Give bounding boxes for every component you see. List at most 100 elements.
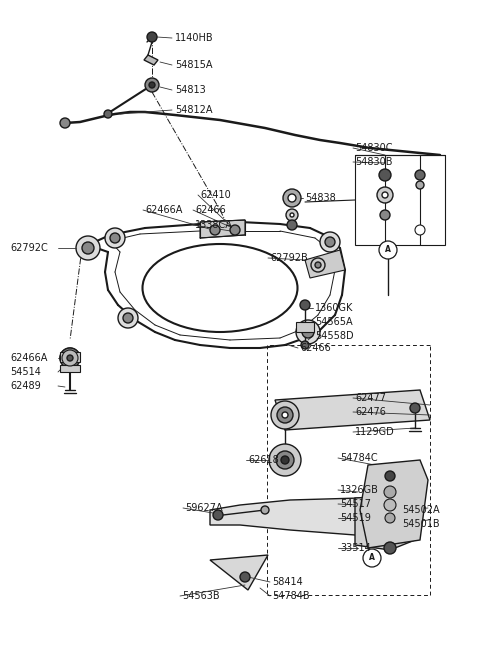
Polygon shape <box>144 55 158 65</box>
Circle shape <box>240 572 250 582</box>
Circle shape <box>62 350 78 366</box>
Circle shape <box>385 471 395 481</box>
Circle shape <box>60 348 80 368</box>
Text: 54784C: 54784C <box>340 453 378 463</box>
Circle shape <box>384 486 396 498</box>
Circle shape <box>261 506 269 514</box>
Circle shape <box>210 225 220 235</box>
Circle shape <box>282 412 288 418</box>
Text: A: A <box>385 245 391 255</box>
Circle shape <box>290 213 294 217</box>
Text: 1360GK: 1360GK <box>315 303 353 313</box>
Polygon shape <box>305 250 345 278</box>
Text: 54830B: 54830B <box>355 157 393 167</box>
Circle shape <box>213 510 223 520</box>
Circle shape <box>380 210 390 220</box>
Circle shape <box>384 499 396 511</box>
Circle shape <box>271 401 299 429</box>
Polygon shape <box>60 352 80 362</box>
Circle shape <box>415 225 425 235</box>
Text: 62792B: 62792B <box>270 253 308 263</box>
Text: 33514: 33514 <box>340 543 371 553</box>
Circle shape <box>110 233 120 243</box>
Circle shape <box>60 348 80 368</box>
Circle shape <box>82 242 94 254</box>
Text: 62477: 62477 <box>355 393 386 403</box>
Text: 54514: 54514 <box>10 367 41 377</box>
Circle shape <box>302 326 314 338</box>
Text: 59627A: 59627A <box>185 503 223 513</box>
Polygon shape <box>296 322 314 332</box>
Circle shape <box>145 78 159 92</box>
Text: 54813: 54813 <box>175 85 206 95</box>
Polygon shape <box>275 390 430 430</box>
Text: 1326GB: 1326GB <box>340 485 379 495</box>
Circle shape <box>296 320 320 344</box>
Circle shape <box>147 32 157 42</box>
Circle shape <box>363 549 381 567</box>
Circle shape <box>301 341 309 349</box>
Text: 62466A: 62466A <box>145 205 182 215</box>
Text: 54812A: 54812A <box>175 105 213 115</box>
Circle shape <box>410 403 420 413</box>
Circle shape <box>281 456 289 464</box>
Circle shape <box>104 110 112 118</box>
Text: 54815A: 54815A <box>175 60 213 70</box>
Circle shape <box>382 192 388 198</box>
Circle shape <box>276 451 294 469</box>
Circle shape <box>105 228 125 248</box>
Text: 54519: 54519 <box>340 513 371 523</box>
Circle shape <box>315 262 321 268</box>
Circle shape <box>379 241 397 259</box>
Circle shape <box>118 308 138 328</box>
Circle shape <box>325 237 335 247</box>
Polygon shape <box>355 495 420 550</box>
Polygon shape <box>360 460 428 548</box>
Text: 62466: 62466 <box>300 343 331 353</box>
Circle shape <box>230 225 240 235</box>
Circle shape <box>286 209 298 221</box>
Text: 54784B: 54784B <box>272 591 310 601</box>
Text: 62618: 62618 <box>248 455 279 465</box>
Polygon shape <box>200 220 245 238</box>
Text: 1338CA: 1338CA <box>195 220 233 230</box>
Circle shape <box>385 513 395 523</box>
Circle shape <box>379 169 391 181</box>
Text: 54517: 54517 <box>340 499 371 509</box>
Circle shape <box>123 313 133 323</box>
Polygon shape <box>210 498 405 535</box>
Text: 62466A: 62466A <box>10 353 48 363</box>
Text: 62792C: 62792C <box>10 243 48 253</box>
Text: 54563B: 54563B <box>182 591 220 601</box>
Circle shape <box>320 232 340 252</box>
Text: 62466: 62466 <box>195 205 226 215</box>
Circle shape <box>288 194 296 202</box>
Text: 54501B: 54501B <box>402 519 440 529</box>
Circle shape <box>60 118 70 128</box>
Text: 1129GD: 1129GD <box>355 427 395 437</box>
Text: 54838: 54838 <box>305 193 336 203</box>
Text: A: A <box>369 554 375 562</box>
Circle shape <box>300 300 310 310</box>
Circle shape <box>67 355 73 361</box>
Text: 62476: 62476 <box>355 407 386 417</box>
Polygon shape <box>60 365 80 372</box>
Circle shape <box>283 189 301 207</box>
Text: 54558D: 54558D <box>315 331 354 341</box>
Text: 54565A: 54565A <box>315 317 353 327</box>
Text: 58414: 58414 <box>272 577 303 587</box>
Text: 54830C: 54830C <box>355 143 393 153</box>
Circle shape <box>269 444 301 476</box>
Circle shape <box>149 82 155 88</box>
Circle shape <box>415 170 425 180</box>
Circle shape <box>287 220 297 230</box>
Circle shape <box>377 187 393 203</box>
Text: 1140HB: 1140HB <box>175 33 214 43</box>
Text: 62489: 62489 <box>10 381 41 391</box>
Polygon shape <box>210 555 268 590</box>
Bar <box>355 155 445 245</box>
Circle shape <box>76 236 100 260</box>
Text: 62410: 62410 <box>200 190 231 200</box>
Circle shape <box>416 181 424 189</box>
Circle shape <box>311 258 325 272</box>
